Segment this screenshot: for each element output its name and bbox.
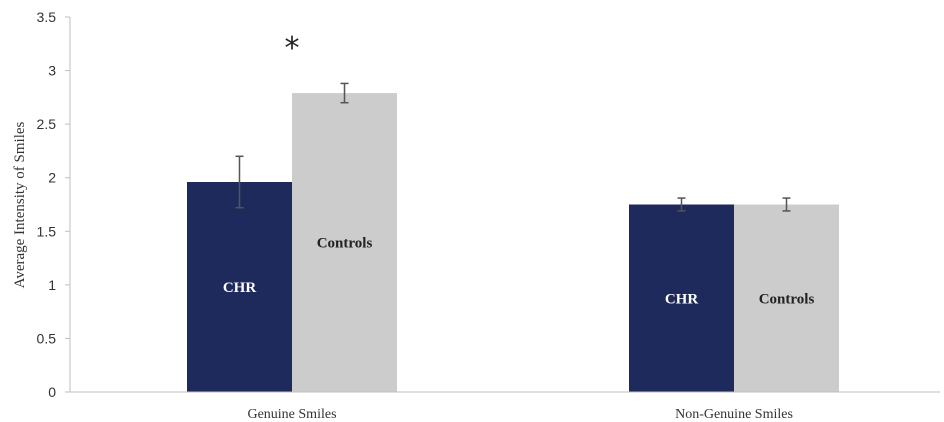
bar bbox=[187, 182, 292, 392]
y-tick-label: 3 bbox=[48, 63, 56, 79]
x-tick-label: Genuine Smiles bbox=[247, 407, 336, 422]
bar-label: CHR bbox=[223, 280, 257, 296]
y-axis-ticks: 0 0.5 1 1.5 2 2.5 3 3.5 bbox=[37, 9, 70, 400]
bar-label: Controls bbox=[759, 291, 815, 307]
bar-label: CHR bbox=[665, 291, 699, 307]
y-tick-label: 0 bbox=[48, 384, 56, 400]
bar-label: Controls bbox=[317, 236, 373, 252]
bar bbox=[734, 204, 839, 392]
y-tick-label: 3.5 bbox=[37, 9, 57, 25]
error-bars bbox=[235, 82, 791, 212]
y-axis-title: Average Intensity of Smiles bbox=[12, 121, 28, 288]
y-tick-label: 1 bbox=[48, 277, 56, 293]
bar bbox=[629, 204, 734, 392]
y-tick-label: 1.5 bbox=[37, 223, 57, 239]
x-axis-labels: Genuine Smiles Non-Genuine Smiles bbox=[247, 407, 792, 422]
significance-marker: * bbox=[285, 31, 300, 66]
bar-labels: CHR CHR Controls Controls bbox=[223, 236, 815, 308]
bars bbox=[187, 93, 839, 393]
annotations: * bbox=[285, 31, 300, 66]
y-tick-label: 2.5 bbox=[37, 116, 57, 132]
x-tick-label: Non-Genuine Smiles bbox=[675, 407, 793, 422]
y-tick-label: 0.5 bbox=[37, 330, 57, 346]
y-tick-label: 2 bbox=[48, 170, 56, 186]
bar bbox=[292, 93, 397, 393]
